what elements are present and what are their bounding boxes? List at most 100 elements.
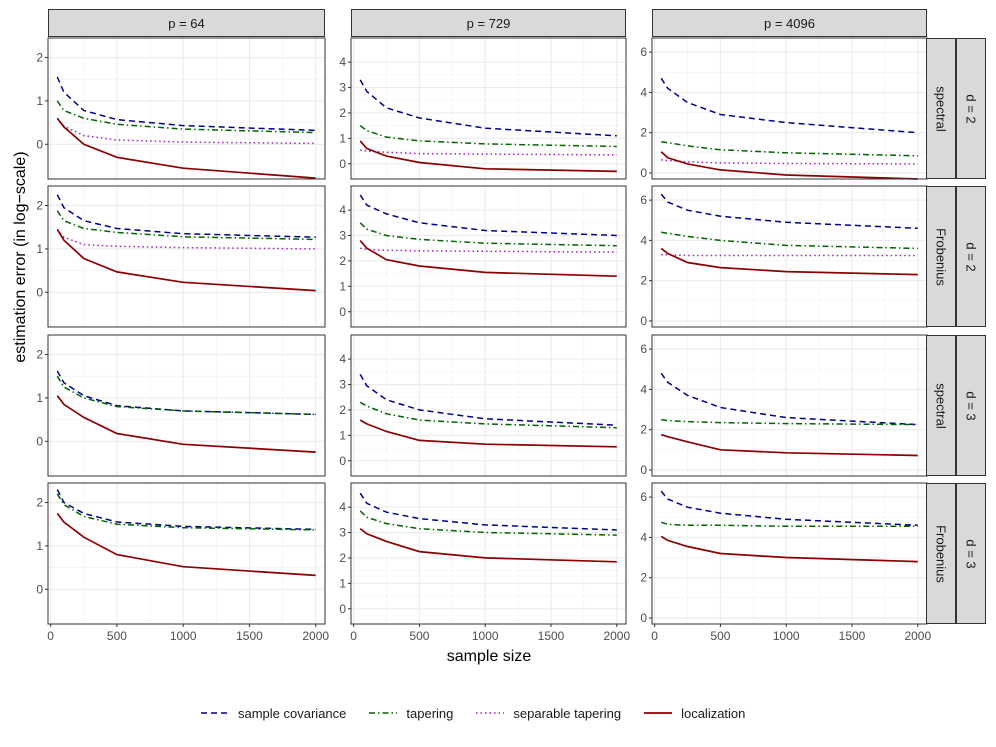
y-tick-label: 0 [640,166,647,180]
column-strip-p4096: p = 4096 [652,9,927,37]
x-tick-label: 2000 [603,629,630,643]
series-line-tapering [661,140,918,157]
x-tick-label: 1000 [472,629,499,643]
series-line-tapering [56,210,316,241]
series-line-localization [359,528,617,563]
y-tick-label: 0 [640,611,647,625]
y-tick-label: 4 [640,382,647,396]
y-tick-label: 2 [640,274,647,288]
series-line-sample-covariance [660,490,918,527]
row-strip-d-1: d = 2 [956,38,986,179]
x-axis-title: sample size [446,648,532,665]
y-tick-label: 3 [339,81,346,95]
panel-border [47,482,326,625]
y-tick-label: 0 [640,463,647,477]
column-strip-label: p = 4096 [764,15,815,31]
series-line-localization [359,240,617,278]
x-tick-label: 0 [350,629,357,643]
x-tick-label: 1500 [236,629,263,643]
series-line-tapering [359,125,617,148]
series-line-tapering [359,510,617,536]
series-line-localization [660,535,918,563]
panel-background [652,38,927,179]
panel-background [351,186,626,327]
y-tick-label: 0 [36,582,43,596]
row-strip-d-4: d = 3 [956,483,986,624]
series-line-localization [56,228,316,292]
y-tick-label: 4 [339,500,346,514]
series-line-tapering [56,375,316,416]
row-strip-label: d = 3 [963,538,979,569]
row-strip-norm-3: spectral [926,335,956,476]
panel-border [350,37,627,180]
panel-border [47,334,326,477]
legend-key-localization [644,712,673,714]
series-line-sample-covariance [359,374,617,426]
x-tick-label: 2000 [904,629,931,643]
series-line-tapering [359,222,617,247]
legend-item-separable-tapering: separable tapering [475,706,621,721]
row-strip-label: spectral [933,85,949,132]
x-tick-label: 0 [47,629,54,643]
legend: sample covariance tapering separable tap… [200,702,767,724]
series-line-localization [56,117,316,179]
y-tick-label: 0 [339,157,346,171]
row-strip-label: Frobenius [933,227,949,286]
y-tick-label: 6 [640,45,647,59]
y-tick-label: 6 [640,490,647,504]
series-line-separable-tapering [360,149,617,156]
legend-item-tapering: tapering [368,706,453,721]
series-line-localization [660,151,918,180]
series-line-tapering [56,493,316,531]
panel-border [350,185,627,328]
legend-item-sample-covariance: sample covariance [200,706,346,721]
y-tick-label: 4 [640,233,647,247]
x-tick-label: 500 [710,629,730,643]
legend-key-tapering [369,712,398,714]
panel-background [48,186,325,327]
series-line-separable-tapering [661,253,918,257]
row-strip-norm-4: Frobenius [926,483,956,624]
row-strip-d-2: d = 2 [956,186,986,327]
x-tick-label: 1500 [839,629,866,643]
y-tick-label: 2 [36,51,43,65]
y-axis-title: estimation error (in log−scale) [12,151,29,363]
series-line-tapering [661,418,918,426]
series-line-localization [359,419,617,448]
panel-border [47,37,326,180]
series-line-tapering [661,231,918,250]
column-strip-label: p = 729 [466,15,511,31]
y-tick-label: 0 [36,434,43,448]
series-line-tapering [660,521,918,528]
y-tick-label: 2 [339,403,346,417]
x-tick-label: 1000 [773,629,800,643]
row-strip-label: spectral [933,382,949,429]
y-tick-label: 2 [339,254,346,268]
y-tick-label: 2 [640,571,647,585]
row-strip-label: d = 2 [963,241,979,272]
y-tick-label: 0 [640,314,647,328]
y-tick-label: 1 [339,576,346,590]
row-strip-norm-1: spectral [926,38,956,179]
series-line-sample-covariance [56,489,316,531]
x-tick-label: 2000 [302,629,329,643]
legend-item-localization: localization [643,706,745,721]
series-line-localization [359,140,617,173]
column-strip-p729: p = 729 [351,9,626,37]
panel-background [48,335,325,476]
series-line-sample-covariance [660,372,918,426]
x-tick-label: 1000 [170,629,197,643]
series-line-sample-covariance [359,79,617,137]
y-tick-label: 1 [36,94,43,108]
panel-border [350,482,627,625]
y-tick-label: 2 [339,551,346,565]
y-tick-label: 2 [640,423,647,437]
series-line-localization [660,433,918,457]
series-line-separable-tapering [661,159,918,165]
y-tick-label: 2 [36,496,43,510]
y-tick-label: 1 [339,131,346,145]
row-strip-label: Frobenius [933,524,949,583]
column-strip-label: p = 64 [168,15,205,31]
series-line-localization [660,247,918,276]
row-strip-norm-2: Frobenius [926,186,956,327]
